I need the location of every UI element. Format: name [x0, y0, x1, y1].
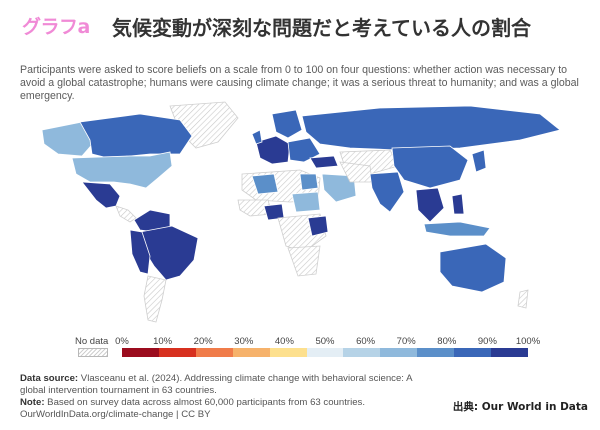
legend-bin	[122, 348, 160, 357]
legend-bin	[454, 348, 492, 357]
indonesia-region	[423, 221, 491, 237]
russia-region	[301, 105, 561, 151]
legend-tick-label: 70%	[396, 336, 416, 347]
legend-tick-label: 60%	[356, 336, 376, 347]
scandinavia-region	[271, 109, 303, 139]
australia-region	[439, 243, 507, 293]
legend-bin	[306, 348, 344, 357]
legend-bin	[380, 348, 418, 357]
algeria-region	[251, 173, 279, 195]
legend-tick-label: 100%	[515, 336, 541, 347]
mexico-region	[81, 181, 121, 209]
new-zealand-region	[517, 289, 529, 309]
no-data-label: No data	[75, 336, 109, 347]
legend-tick-label: 40%	[274, 336, 294, 347]
japan-region	[471, 149, 487, 173]
legend-bin	[343, 348, 381, 357]
legend-bin	[158, 348, 197, 357]
page-title: 気候変動が深刻な問題だと考えている人の割合	[112, 16, 531, 40]
central-america-region	[115, 205, 137, 223]
sudan-region	[291, 191, 321, 213]
legend-bin	[269, 348, 308, 357]
uk-region	[251, 129, 263, 145]
legend-bin	[491, 348, 529, 357]
legend-tick-label: 80%	[437, 336, 457, 347]
legend-bin	[195, 348, 234, 357]
brand-logo: グラフa	[22, 16, 90, 38]
andes-region	[129, 229, 151, 275]
southern-cone-region	[143, 275, 167, 323]
southern-africa-region	[287, 245, 321, 277]
legend-tick-label: 50%	[315, 336, 335, 347]
legend-tick-label: 0%	[115, 336, 129, 347]
usa-region	[71, 151, 173, 189]
legend-tick-label: 30%	[234, 336, 254, 347]
turkey-region	[309, 155, 339, 169]
data-source-line: Data source: Vlasceanu et al. (2024). Ad…	[20, 373, 412, 396]
kenya-region	[307, 215, 329, 237]
legend-tick-label: 20%	[193, 336, 213, 347]
source-url[interactable]: OurWorldInData.org/climate-change | CC B…	[20, 409, 211, 420]
color-legend: No data 0% 10% 20% 30% 40% 50% 60% 70% 80% 90% 100…	[0, 334, 600, 364]
no-data-swatch	[78, 348, 108, 357]
europe-west-region	[255, 135, 291, 165]
note-line: Note: Based on survey data across almost…	[20, 397, 366, 408]
west-africa-region	[237, 199, 273, 217]
china-region	[391, 145, 469, 189]
credit-label: 出典: Our World in Data	[452, 401, 588, 413]
philippines-region	[451, 193, 465, 215]
legend-bin	[417, 348, 455, 357]
egypt-region	[299, 173, 319, 191]
legend-tick-label: 90%	[477, 336, 497, 347]
se-asia-region	[415, 187, 445, 223]
world-map	[41, 101, 561, 323]
chart-subtitle: Participants were asked to score beliefs…	[20, 64, 579, 102]
legend-tick-label: 10%	[153, 336, 173, 347]
canada-region	[79, 113, 193, 159]
legend-bin	[232, 348, 271, 357]
india-region	[369, 171, 405, 213]
chart-footer: Data source: Vlasceanu et al. (2024). Ad…	[20, 373, 440, 421]
